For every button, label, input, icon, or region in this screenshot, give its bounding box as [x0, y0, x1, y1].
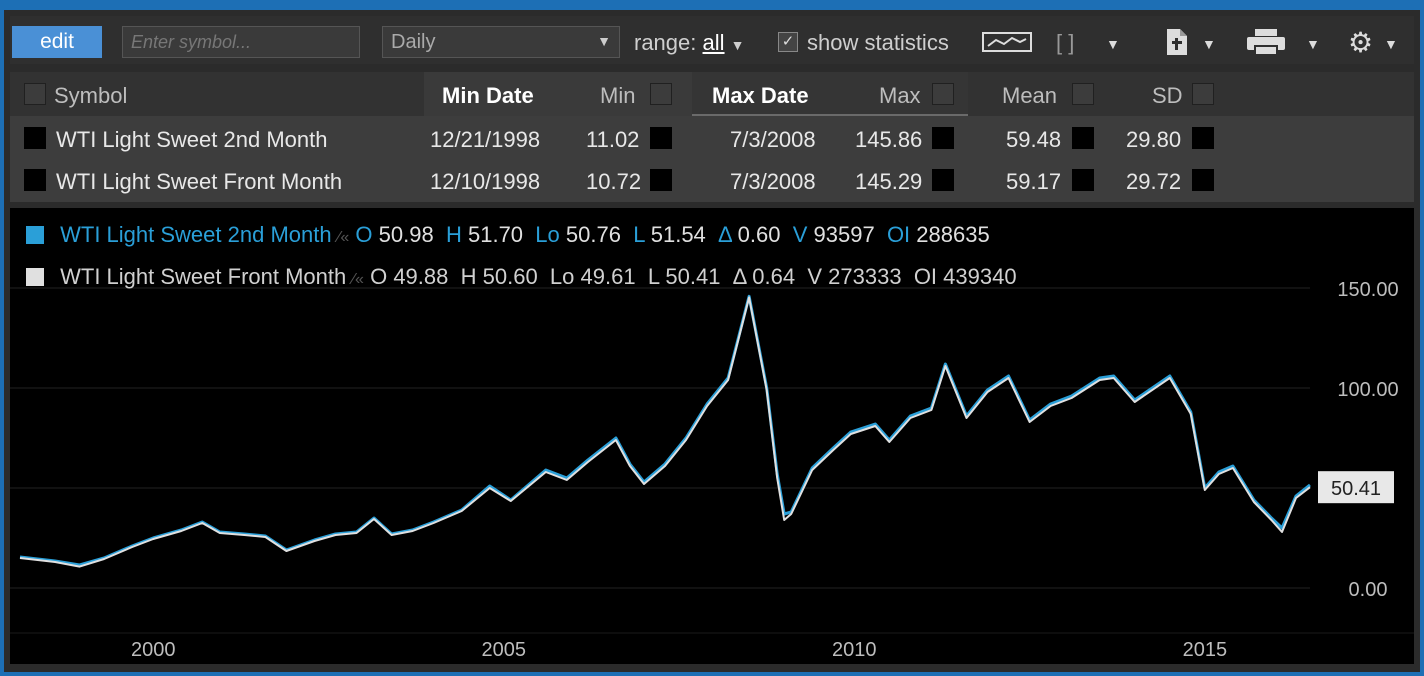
mean-color-swatch: [1072, 169, 1094, 191]
gear-icon[interactable]: ⚙: [1348, 27, 1374, 58]
row-max: 145.29: [855, 169, 923, 194]
edit-button[interactable]: edit: [12, 26, 102, 58]
row-min-date: 12/21/1998: [430, 127, 541, 152]
chevron-down-icon: ▼: [730, 37, 745, 53]
y-tick-label: 0.00: [1349, 579, 1388, 601]
header-max-date[interactable]: Max Date: [712, 83, 809, 108]
column-highlight-min: [424, 72, 692, 116]
row-checkbox[interactable]: [24, 127, 46, 149]
max-color-swatch: [932, 127, 954, 149]
max-color-swatch: [932, 169, 954, 191]
max-column-toggle[interactable]: [932, 83, 954, 105]
header-min-date[interactable]: Min Date: [442, 83, 534, 108]
range-label: range:: [634, 30, 697, 55]
chevron-down-icon[interactable]: ▼: [1106, 36, 1120, 52]
legend-high: 51.70: [467, 222, 524, 247]
row-max-date: 7/3/2008: [730, 127, 816, 152]
legend-low: 50.76: [565, 222, 621, 247]
row-min: 10.72: [586, 169, 642, 194]
legend-change: 0.64: [752, 264, 796, 289]
range-selector[interactable]: range: all ▼: [634, 30, 745, 56]
header-max[interactable]: Max: [879, 83, 921, 108]
series-line-front-month[interactable]: [19, 296, 1311, 568]
sd-column-toggle[interactable]: [1192, 83, 1214, 105]
min-column-toggle[interactable]: [650, 83, 672, 105]
header-symbol[interactable]: Symbol: [54, 83, 128, 108]
legend-swatch: [26, 268, 44, 286]
show-statistics-label: show statistics: [807, 30, 949, 55]
row-checkbox[interactable]: [24, 169, 46, 191]
row-sd: 29.80: [1126, 127, 1182, 152]
min-color-swatch: [650, 127, 672, 149]
symbol-input[interactable]: Enter symbol...: [122, 26, 360, 58]
y-tick-label: 100.00: [1337, 379, 1398, 401]
legend-open-interest: 439340: [943, 264, 1017, 289]
chart-style-icon[interactable]: [982, 30, 1032, 60]
draw-tool-icon[interactable]: ⁄«: [337, 229, 350, 246]
legend-open: 49.88: [393, 264, 449, 289]
min-color-swatch: [650, 169, 672, 191]
row-min-date: 12/10/1998: [430, 169, 541, 194]
legend-volume: 93597: [813, 222, 875, 247]
legend-series-name: WTI Light Sweet Front Month: [60, 264, 347, 289]
sort-indicator: [692, 114, 968, 116]
row-max-date: 7/3/2008: [730, 169, 816, 194]
legend-series-name: WTI Light Sweet 2nd Month: [60, 222, 332, 247]
x-tick-label: 2000: [131, 639, 176, 661]
export-file-icon[interactable]: [1164, 28, 1190, 62]
row-symbol[interactable]: WTI Light Sweet Front Month: [56, 169, 343, 194]
chevron-down-icon[interactable]: ▼: [1202, 36, 1216, 52]
legend-entry-front-month[interactable]: WTI Light Sweet Front Month ⁄« O 49.88 H…: [26, 264, 1017, 290]
legend-swatch: [26, 226, 44, 244]
select-all-checkbox[interactable]: [24, 83, 46, 105]
draw-tool-icon[interactable]: ⁄«: [352, 271, 364, 288]
frequency-select[interactable]: Daily ▼: [382, 26, 620, 58]
row-sd: 29.72: [1126, 169, 1182, 194]
print-icon[interactable]: [1246, 28, 1286, 62]
legend-low: 49.61: [580, 264, 636, 289]
legend-last: 50.41: [665, 264, 721, 289]
chart-canvas[interactable]: 150.00 100.00 0.00 2000 2005 2010 2015 50.41: [10, 208, 1414, 664]
legend-last: 51.54: [650, 222, 706, 247]
last-value-badge: [1318, 471, 1394, 504]
range-value[interactable]: all: [702, 30, 725, 55]
x-tick-label: 2005: [482, 639, 527, 661]
mean-color-swatch: [1072, 127, 1094, 149]
header-sd[interactable]: SD: [1152, 83, 1183, 108]
chevron-down-icon[interactable]: ▼: [1384, 36, 1398, 52]
mean-column-toggle[interactable]: [1072, 83, 1094, 105]
legend-entry-2nd-month[interactable]: WTI Light Sweet 2nd Month ⁄« O 50.98 H 5…: [26, 222, 990, 248]
legend-high: 50.60: [482, 264, 538, 289]
bracket-button[interactable]: [ ]: [1056, 30, 1075, 55]
row-mean: 59.17: [1006, 169, 1062, 194]
series-line-2nd-month[interactable]: [19, 294, 1311, 567]
column-highlight-max: [692, 72, 968, 116]
stats-body: [10, 116, 1414, 202]
frequency-value: Daily: [391, 31, 436, 53]
price-chart[interactable]: 150.00 100.00 0.00 2000 2005 2010 2015 50.41 WT…: [10, 208, 1414, 664]
legend-change: 0.60: [737, 222, 781, 247]
row-symbol[interactable]: WTI Light Sweet 2nd Month: [56, 127, 328, 152]
row-mean: 59.48: [1006, 127, 1062, 152]
header-mean[interactable]: Mean: [1002, 83, 1058, 108]
chevron-down-icon: ▼: [597, 33, 611, 49]
x-tick-label: 2015: [1183, 639, 1228, 661]
legend-open: 50.98: [378, 222, 434, 247]
sd-color-swatch: [1192, 169, 1214, 191]
x-tick-label: 2010: [832, 639, 877, 661]
last-value-label: 50.41: [1331, 478, 1381, 500]
y-tick-label: 150.00: [1337, 279, 1398, 301]
show-statistics-checkbox[interactable]: ✓: [778, 32, 798, 52]
legend-open-interest: 288635: [916, 222, 990, 247]
row-max: 145.86: [855, 127, 923, 152]
toolbar: edit Enter symbol... Daily ▼ range: all …: [10, 16, 1414, 64]
legend-volume: 273333: [828, 264, 902, 289]
chevron-down-icon[interactable]: ▼: [1306, 36, 1320, 52]
row-min: 11.02: [586, 127, 640, 152]
sd-color-swatch: [1192, 127, 1214, 149]
header-min[interactable]: Min: [600, 83, 636, 108]
